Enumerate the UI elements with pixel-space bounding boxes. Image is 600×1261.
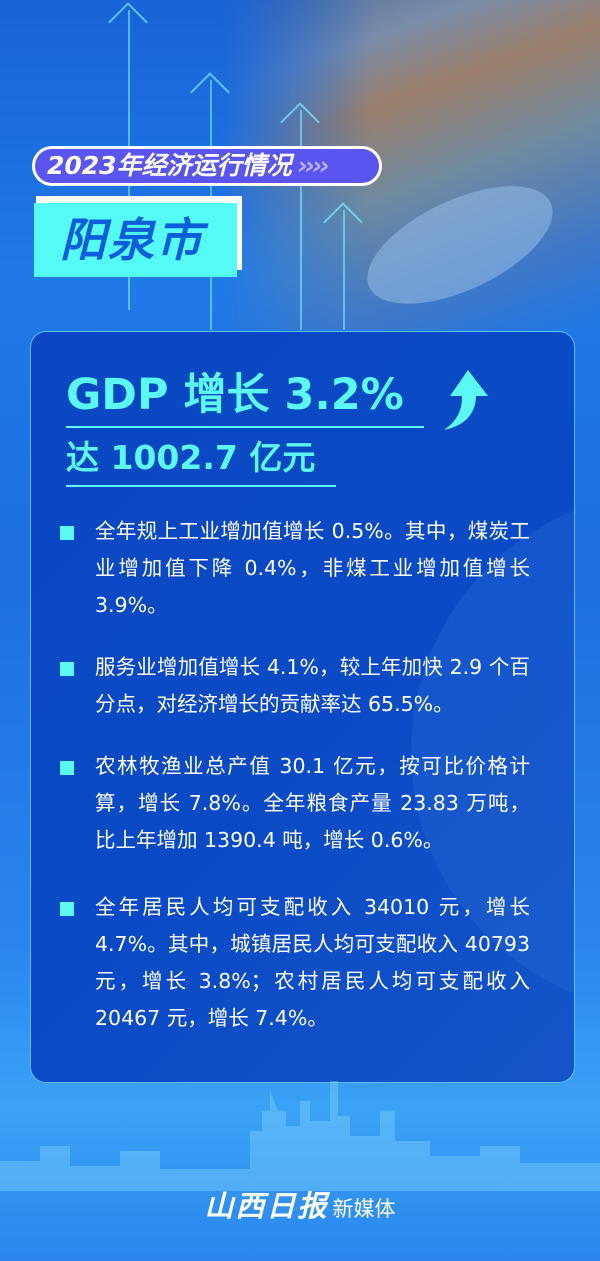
newspaper-logo: 山西日报 — [204, 1189, 329, 1223]
river — [350, 161, 570, 329]
footer: 山西日报 新媒体 — [0, 1183, 600, 1225]
item-text: 全年规上工业增加值增长 0.5%。其中，煤炭工业增加值下降 0.4%，非煤工业增… — [95, 519, 530, 617]
item-text: 农林牧渔业总产值 30.1 亿元，按可比价格计算，增长 7.8%。全年粮食产量 … — [95, 754, 530, 852]
footer-subtitle: 新媒体 — [332, 1197, 396, 1221]
item-text: 服务业增加值增长 4.1%，较上年加快 2.9 个百分点，对经济增长的贡献率达 … — [95, 655, 530, 716]
headline-underline — [66, 426, 424, 428]
content-panel — [30, 331, 575, 1083]
list-item: 全年规上工业增加值增长 0.5%。其中，煤炭工业增加值下降 0.4%，非煤工业增… — [60, 513, 530, 624]
list-item: 农林牧渔业总产值 30.1 亿元，按可比价格计算，增长 7.8%。全年粮食产量 … — [60, 748, 530, 859]
decorative-arrow-icon — [343, 210, 345, 330]
bullet-square-icon — [60, 526, 74, 540]
bullet-square-icon — [60, 902, 74, 916]
stats-list: 全年规上工业增加值增长 0.5%。其中，煤炭工业增加值下降 0.4%，非煤工业增… — [60, 513, 530, 1062]
skyline-silhouette — [0, 1081, 600, 1191]
city-name: 阳泉市 — [34, 203, 237, 277]
decorative-arrow-icon — [300, 110, 302, 330]
list-item: 服务业增加值增长 4.1%，较上年加快 2.9 个百分点，对经济增长的贡献率达 … — [60, 649, 530, 723]
report-tag: 2023年经济运行情况 ›››› — [32, 146, 382, 186]
gdp-headline: GDP 增长 3.2% — [66, 370, 404, 420]
tag-text: 2023年经济运行情况 — [47, 151, 292, 180]
total-underline — [66, 485, 336, 487]
up-arrow-icon — [444, 370, 488, 430]
gdp-total: 达 1002.7 亿元 — [66, 438, 316, 477]
bullet-square-icon — [60, 761, 74, 775]
list-item: 全年居民人均可支配收入 34010 元，增长 4.7%。其中，城镇居民人均可支配… — [60, 889, 530, 1037]
chevrons-icon: ›››› — [297, 151, 330, 180]
bullet-square-icon — [60, 662, 74, 676]
item-text: 全年居民人均可支配收入 34010 元，增长 4.7%。其中，城镇居民人均可支配… — [95, 895, 530, 1030]
